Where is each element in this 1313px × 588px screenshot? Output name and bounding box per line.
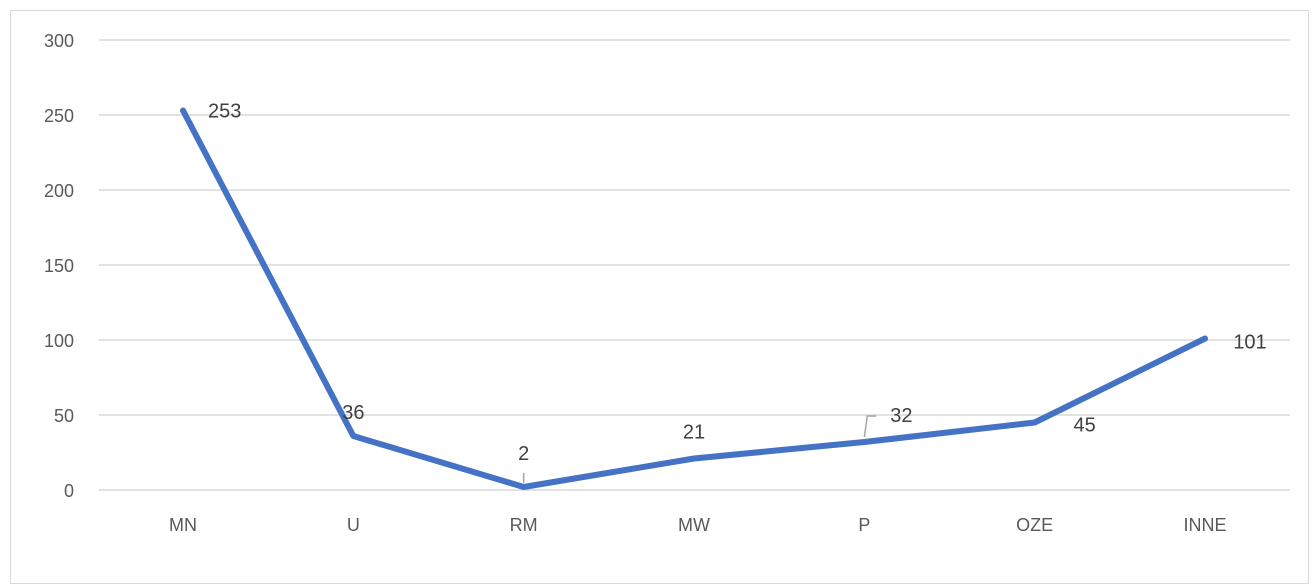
x-category-label: P: [858, 515, 870, 535]
x-category-label: MW: [678, 515, 710, 535]
x-category-label: OZE: [1016, 515, 1053, 535]
chart-frame: [10, 10, 1309, 584]
series-group: [180, 107, 1208, 490]
data-label: 36: [342, 402, 364, 424]
data-labels: 253 36 2 21 32 45 101: [208, 101, 1267, 466]
data-label: 2: [518, 443, 529, 465]
data-label: 32: [890, 405, 912, 427]
data-label-leader-lines: [522, 415, 877, 483]
data-label: 21: [683, 422, 705, 444]
data-label: 101: [1233, 332, 1266, 354]
x-category-label: U: [347, 515, 360, 535]
y-tick-label: 50: [54, 406, 74, 426]
gridlines: [99, 39, 1290, 491]
data-label: 45: [1074, 415, 1096, 437]
y-axis-tick-labels: 0 50 100 150 200 250 300: [44, 31, 74, 501]
data-label: 253: [208, 101, 241, 123]
y-tick-label: 200: [44, 181, 74, 201]
y-tick-label: 150: [44, 256, 74, 276]
x-category-label: MN: [169, 515, 197, 535]
y-tick-label: 0: [64, 481, 74, 501]
x-category-label: INNE: [1183, 515, 1226, 535]
x-category-label: RM: [510, 515, 538, 535]
leader-line: [863, 415, 877, 438]
y-tick-label: 100: [44, 331, 74, 351]
y-tick-label: 300: [44, 31, 74, 51]
x-axis-category-labels: MN U RM MW P OZE INNE: [169, 515, 1227, 535]
y-tick-label: 250: [44, 106, 74, 126]
series-line: [180, 107, 1208, 490]
